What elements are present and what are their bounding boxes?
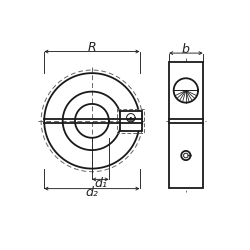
Text: b: b	[182, 43, 190, 56]
Text: d₂: d₂	[86, 186, 98, 199]
Text: d₁: d₁	[94, 177, 107, 190]
Text: R: R	[88, 41, 96, 54]
Bar	[117, 108, 144, 133]
Bar	[169, 62, 203, 188]
Bar	[120, 111, 142, 131]
